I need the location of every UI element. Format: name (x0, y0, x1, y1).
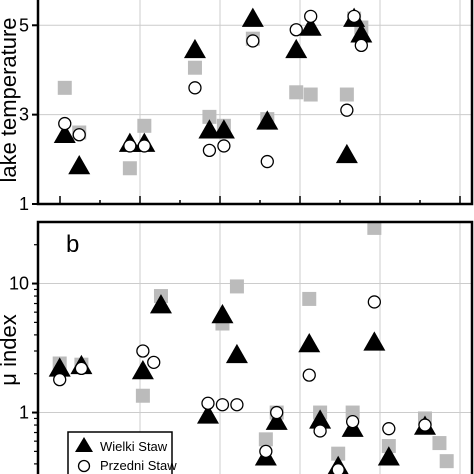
marker-circle-mu-index (53, 372, 67, 387)
marker-square-mu-index (331, 446, 346, 461)
marker-circle-temperature (304, 9, 318, 23)
marker-circle-temperature (246, 34, 260, 48)
marker-triangle-temperature (68, 155, 91, 175)
marker-circle-mu-index (302, 368, 316, 382)
marker-square-temperature (339, 87, 354, 102)
y-tick-label: 1 (19, 194, 29, 214)
marker-circle-temperature (347, 9, 361, 23)
legend: Wielki Staw Przedni Staw (67, 431, 177, 474)
marker-circle-temperature (202, 143, 217, 158)
marker-circle-temperature (72, 128, 86, 142)
marker-square-temperature (202, 109, 217, 124)
marker-square-mu-index (229, 279, 244, 294)
marker-triangle-mu-index (265, 410, 288, 430)
marker-square-temperature (187, 60, 202, 75)
marker-circle-temperature (188, 81, 202, 95)
legend-label-przedni-staw: Przedni Staw (100, 458, 177, 473)
y-tick-label: 5 (19, 15, 29, 35)
marker-square-mu-index (439, 454, 454, 469)
marker-square-temperature (122, 161, 137, 176)
marker-circle-mu-index (367, 295, 382, 309)
marker-square-temperature (289, 85, 304, 100)
marker-circle-temperature (340, 103, 354, 117)
marker-circle-mu-index (215, 398, 230, 412)
ticks-mu-index: 1 10 (9, 244, 38, 465)
marker-circle-mu-index (147, 355, 161, 369)
marker-circle-mu-index (230, 398, 244, 412)
marker-circle-mu-index (201, 396, 215, 410)
marker-triangle-mu-index (225, 343, 248, 364)
marker-triangle-mu-index (131, 359, 154, 380)
marker-square-mu-index (432, 436, 447, 451)
marker-square-temperature (57, 80, 72, 95)
marker-triangle-mu-index (196, 404, 219, 424)
y-axis-label-mu-index: μ index (0, 314, 21, 385)
panel-mu-index: 1 10 μ index b Wielki Staw Przedni Staw (0, 220, 474, 474)
marker-circle-temperature (289, 23, 303, 37)
legend-triangle-marker (75, 437, 93, 452)
marker-square-mu-index (258, 432, 273, 447)
marker-square-temperature (137, 118, 152, 133)
marker-triangle-temperature (335, 143, 358, 164)
panel-label-b: b (66, 231, 79, 258)
marker-square-mu-index (302, 291, 317, 306)
marker-triangle-temperature (212, 119, 235, 139)
marker-triangle-mu-index (377, 446, 400, 466)
y-tick-label: 3 (19, 105, 29, 125)
marks-mu-index (48, 220, 454, 474)
marker-square-mu-index (381, 439, 396, 454)
marker-circle-temperature (354, 38, 368, 53)
marker-circle-mu-index (74, 361, 89, 376)
marker-triangle-temperature (241, 7, 264, 27)
marker-triangle-mu-index (309, 409, 332, 429)
marker-circle-temperature (260, 154, 274, 169)
marker-circle-mu-index (418, 418, 432, 432)
marker-triangle-temperature (256, 110, 279, 130)
marker-square-mu-index (135, 388, 150, 403)
legend-label-wielki-staw: Wielki Staw (100, 439, 168, 454)
marks-temperature (53, 7, 373, 176)
marker-circle-mu-index (313, 424, 327, 438)
marker-square-temperature (303, 87, 318, 102)
marker-triangle-mu-index (298, 332, 321, 353)
marker-circle-temperature (217, 139, 231, 153)
panel-temperature: 1 3 5 lake temperature (0, 0, 474, 214)
marker-circle-temperature (123, 139, 137, 153)
marker-triangle-mu-index (48, 357, 71, 377)
marker-triangle-mu-index (211, 304, 234, 324)
marker-circle-mu-index (345, 415, 360, 429)
marker-circle-mu-index (259, 444, 273, 459)
marker-triangle-mu-index (149, 294, 172, 314)
marker-circle-temperature (58, 116, 72, 131)
marker-triangle-temperature (285, 38, 308, 59)
legend-circle-marker (77, 459, 91, 473)
marker-circle-mu-index (382, 422, 396, 436)
marker-triangle-temperature (183, 38, 206, 59)
marker-circle-mu-index (270, 405, 284, 420)
marker-triangle-temperature (350, 23, 373, 43)
marker-circle-mu-index (331, 463, 345, 474)
ticks-temperature: 1 3 5 (19, 15, 461, 214)
marker-triangle-temperature (53, 123, 76, 143)
plot-frame-temperature (36, 0, 474, 206)
marker-circle-mu-index (136, 344, 150, 358)
marker-triangle-temperature (198, 119, 221, 139)
y-tick-label: 1 (19, 403, 29, 423)
y-axis-label-temperature: lake temperature (0, 17, 21, 182)
marker-circle-temperature (137, 139, 151, 153)
marker-triangle-temperature (299, 16, 322, 36)
marker-square-mu-index (367, 220, 382, 235)
y-tick-label: 10 (9, 274, 29, 294)
marker-triangle-mu-index (363, 331, 386, 351)
